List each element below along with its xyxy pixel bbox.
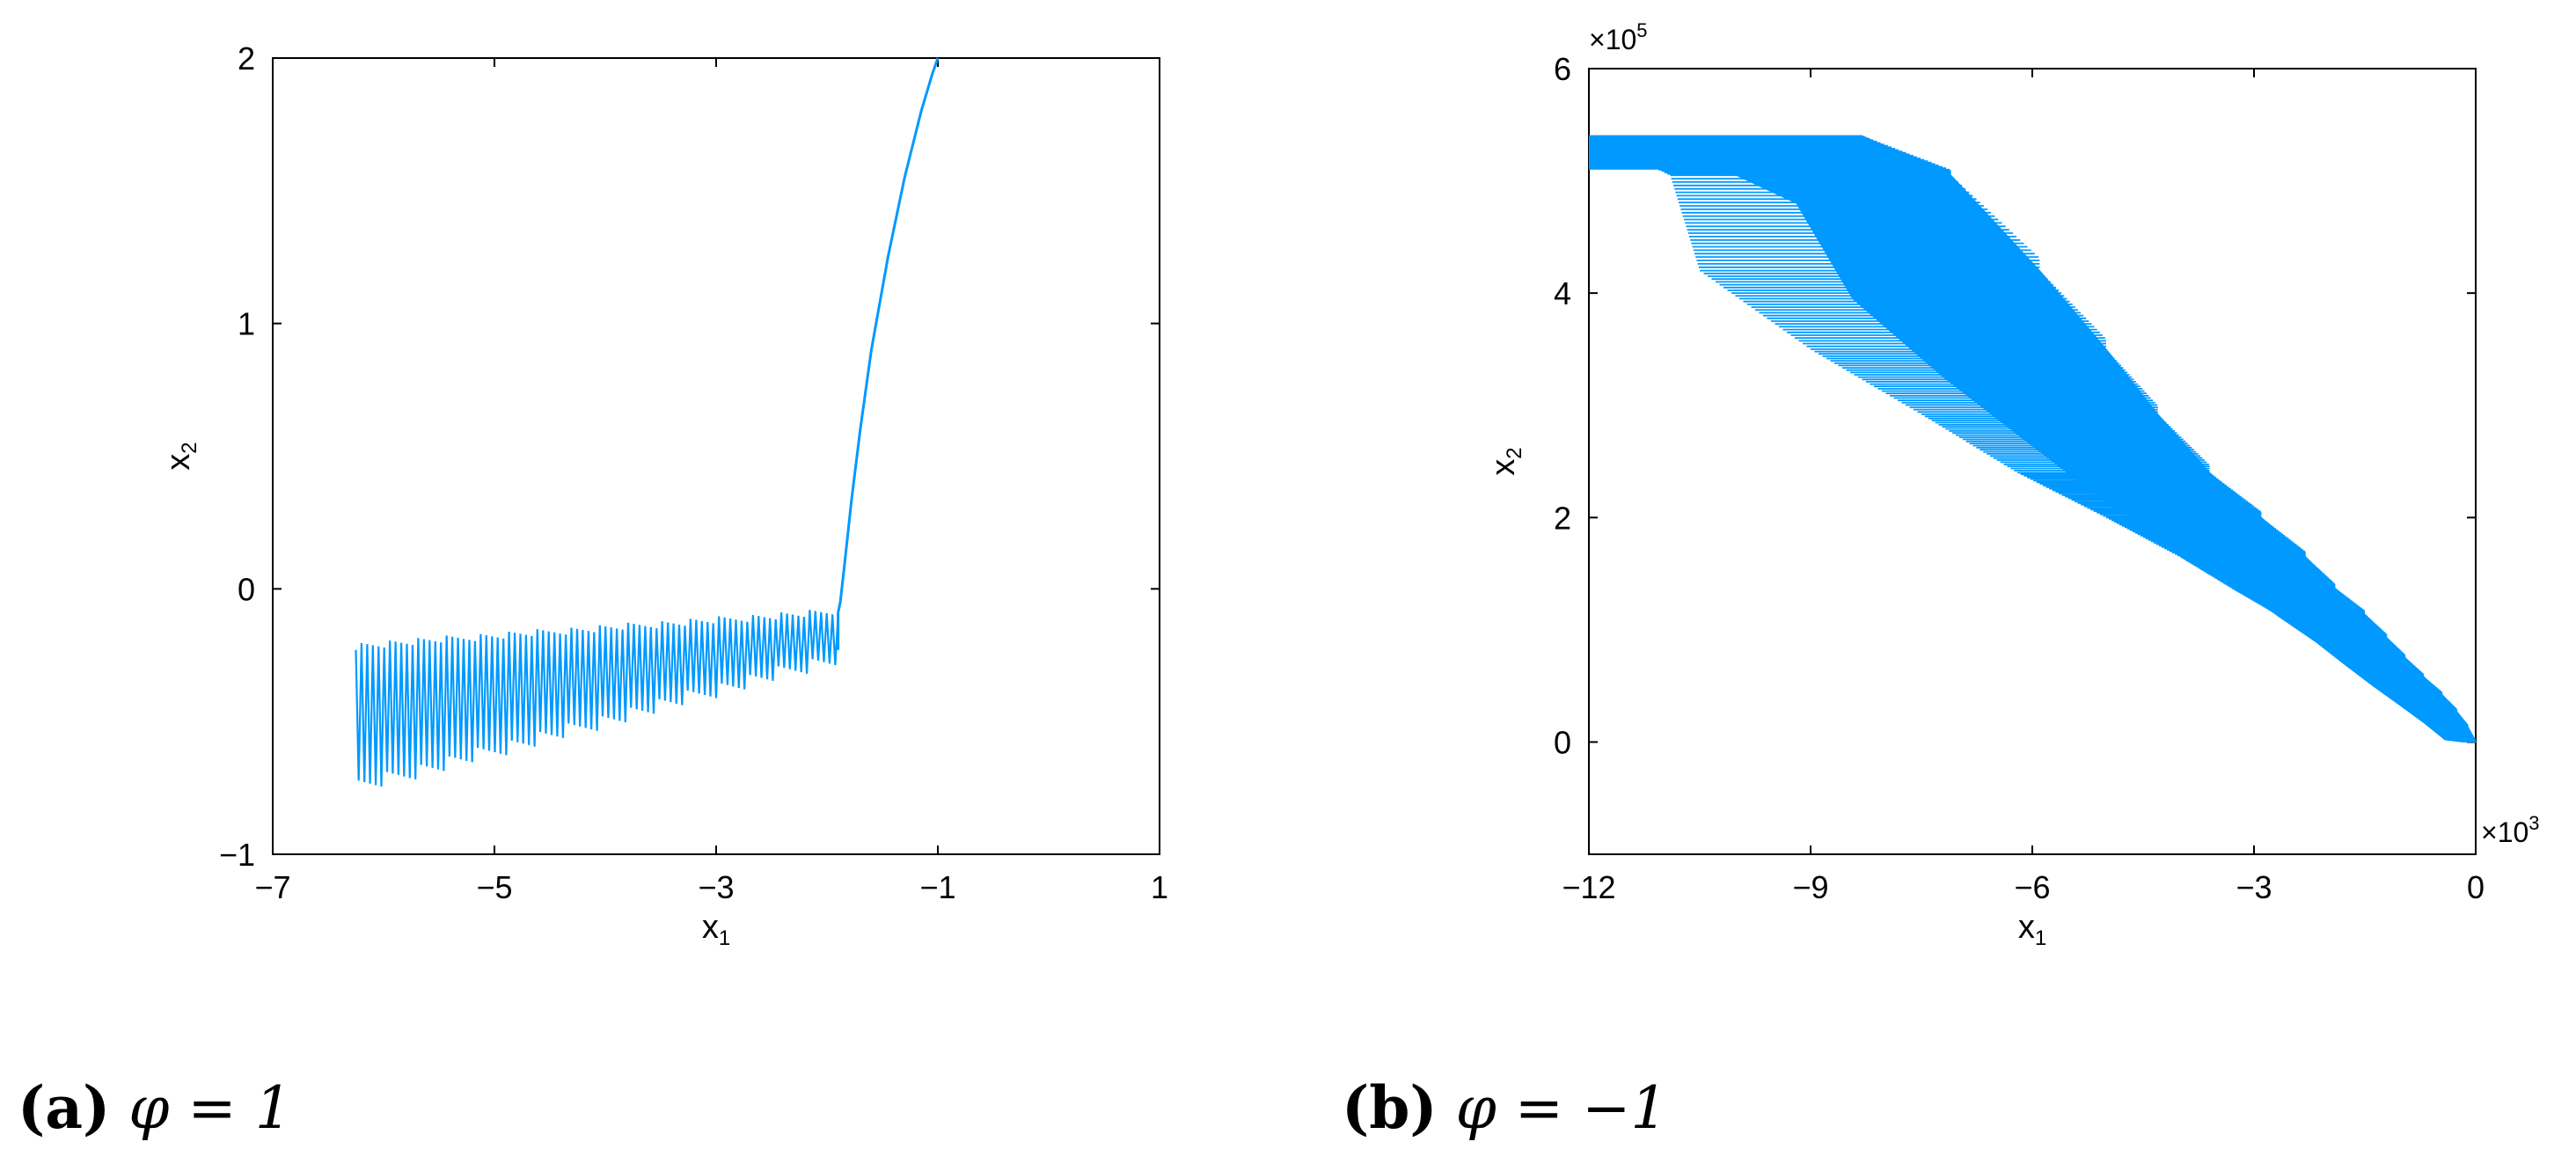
chart-panel-b: −12 −9 −6 −3 0 0 2 4 6 x1 x2 ×105 ×103 (1485, 19, 2540, 950)
a-x-tick-label: −3 (698, 869, 734, 905)
b-x-tick-label: −12 (1562, 869, 1615, 905)
b-y-tick-label: 2 (1554, 500, 1571, 536)
a-x-tick-label: −7 (254, 869, 290, 905)
b-x-tick-label: −9 (1792, 869, 1828, 905)
caption-b-text: φ = −1 (1455, 1074, 1668, 1142)
a-y-tick-label: 2 (238, 40, 255, 77)
b-y-scale-label: ×105 (1589, 19, 1648, 55)
a-y-tick-label: −1 (219, 837, 255, 873)
b-y-tick-label: 4 (1554, 275, 1571, 311)
a-x-tick-label: −1 (919, 869, 955, 905)
caption-a-text: φ = 1 (128, 1074, 292, 1142)
a-x-tick-label: −5 (476, 869, 512, 905)
b-y-scale-label-exponent: 5 (1636, 19, 1647, 41)
b-x-tick-label: −6 (2014, 869, 2050, 905)
b-x-axis-label: x1 (2018, 909, 2046, 950)
caption-b: (b) φ = −1 (1342, 1073, 1667, 1142)
a-series-curve (837, 57, 940, 613)
a-y-axis-label: x2 (160, 442, 201, 470)
a-series-oscillation (355, 610, 839, 787)
b-y-tick-label: 6 (1554, 51, 1571, 87)
b-x-tick-label: −3 (2236, 869, 2272, 905)
b-x-tick-label: 0 (2467, 869, 2485, 905)
b-y-axis-label: x2 (1485, 447, 1526, 475)
a-x-tick-label: 1 (1151, 869, 1168, 905)
a-y-tick-label: 0 (238, 571, 255, 607)
b-series-band (1710, 135, 2477, 743)
chart-panel-a: −7 −5 −3 −1 1 −1 0 1 2 x1 x2 (160, 40, 1168, 950)
b-x-scale-label: ×103 (2481, 812, 2540, 848)
b-y-tick-label: 0 (1554, 724, 1571, 760)
caption-a: (a) φ = 1 (18, 1073, 292, 1142)
b-x-scale-label-exponent: 3 (2528, 812, 2539, 834)
b-series-top-block (1589, 135, 1862, 170)
a-x-axis-label-sub: 1 (719, 926, 730, 950)
b-y-axis-label-sub: 2 (1503, 447, 1526, 458)
a-y-axis-label-sub: 2 (178, 442, 201, 453)
b-x-axis-label-sub: 1 (2035, 926, 2046, 950)
caption-b-letter: (b) (1342, 1073, 1438, 1142)
a-y-tick-label: 1 (238, 306, 255, 342)
caption-a-letter: (a) (18, 1073, 111, 1142)
a-x-axis-label: x1 (702, 909, 730, 950)
